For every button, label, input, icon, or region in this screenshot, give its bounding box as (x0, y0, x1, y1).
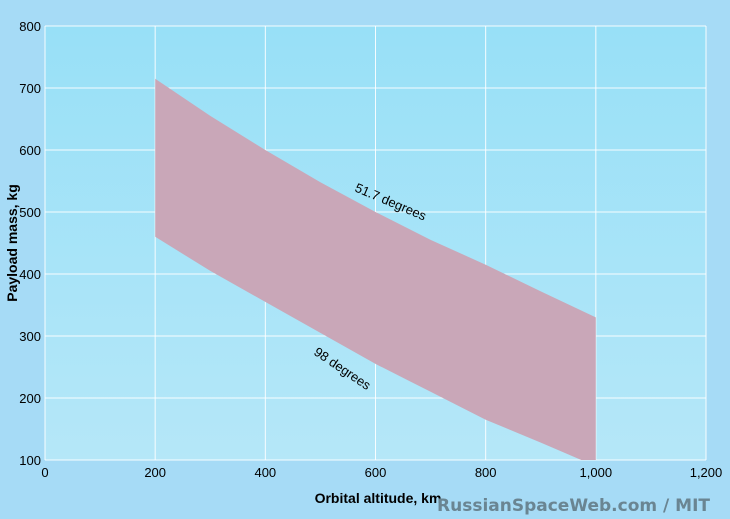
y-tick-label: 500 (19, 205, 41, 220)
x-tick-label: 200 (144, 465, 166, 480)
x-tick-label: 800 (475, 465, 497, 480)
x-tick-label: 0 (41, 465, 48, 480)
x-tick-label: 600 (365, 465, 387, 480)
y-tick-label: 700 (19, 81, 41, 96)
y-axis-label: Payload mass, kg (4, 184, 20, 302)
axis-ticks: 0 200 400 600 800 1,000 1,200 100 200 300 400 500 60… (19, 19, 722, 480)
x-axis-label: Orbital altitude, km (315, 490, 442, 506)
y-tick-label: 800 (19, 19, 41, 34)
x-tick-label: 1,200 (690, 465, 723, 480)
credit-watermark: RussianSpaceWeb.com / MIT (437, 496, 710, 516)
y-tick-label: 200 (19, 391, 41, 406)
x-tick-label: 400 (254, 465, 276, 480)
y-tick-label: 600 (19, 143, 41, 158)
y-tick-label: 300 (19, 329, 41, 344)
y-tick-label: 100 (19, 453, 41, 468)
x-tick-label: 1,000 (580, 465, 613, 480)
y-tick-label: 400 (19, 267, 41, 282)
payload-band (155, 78, 596, 460)
